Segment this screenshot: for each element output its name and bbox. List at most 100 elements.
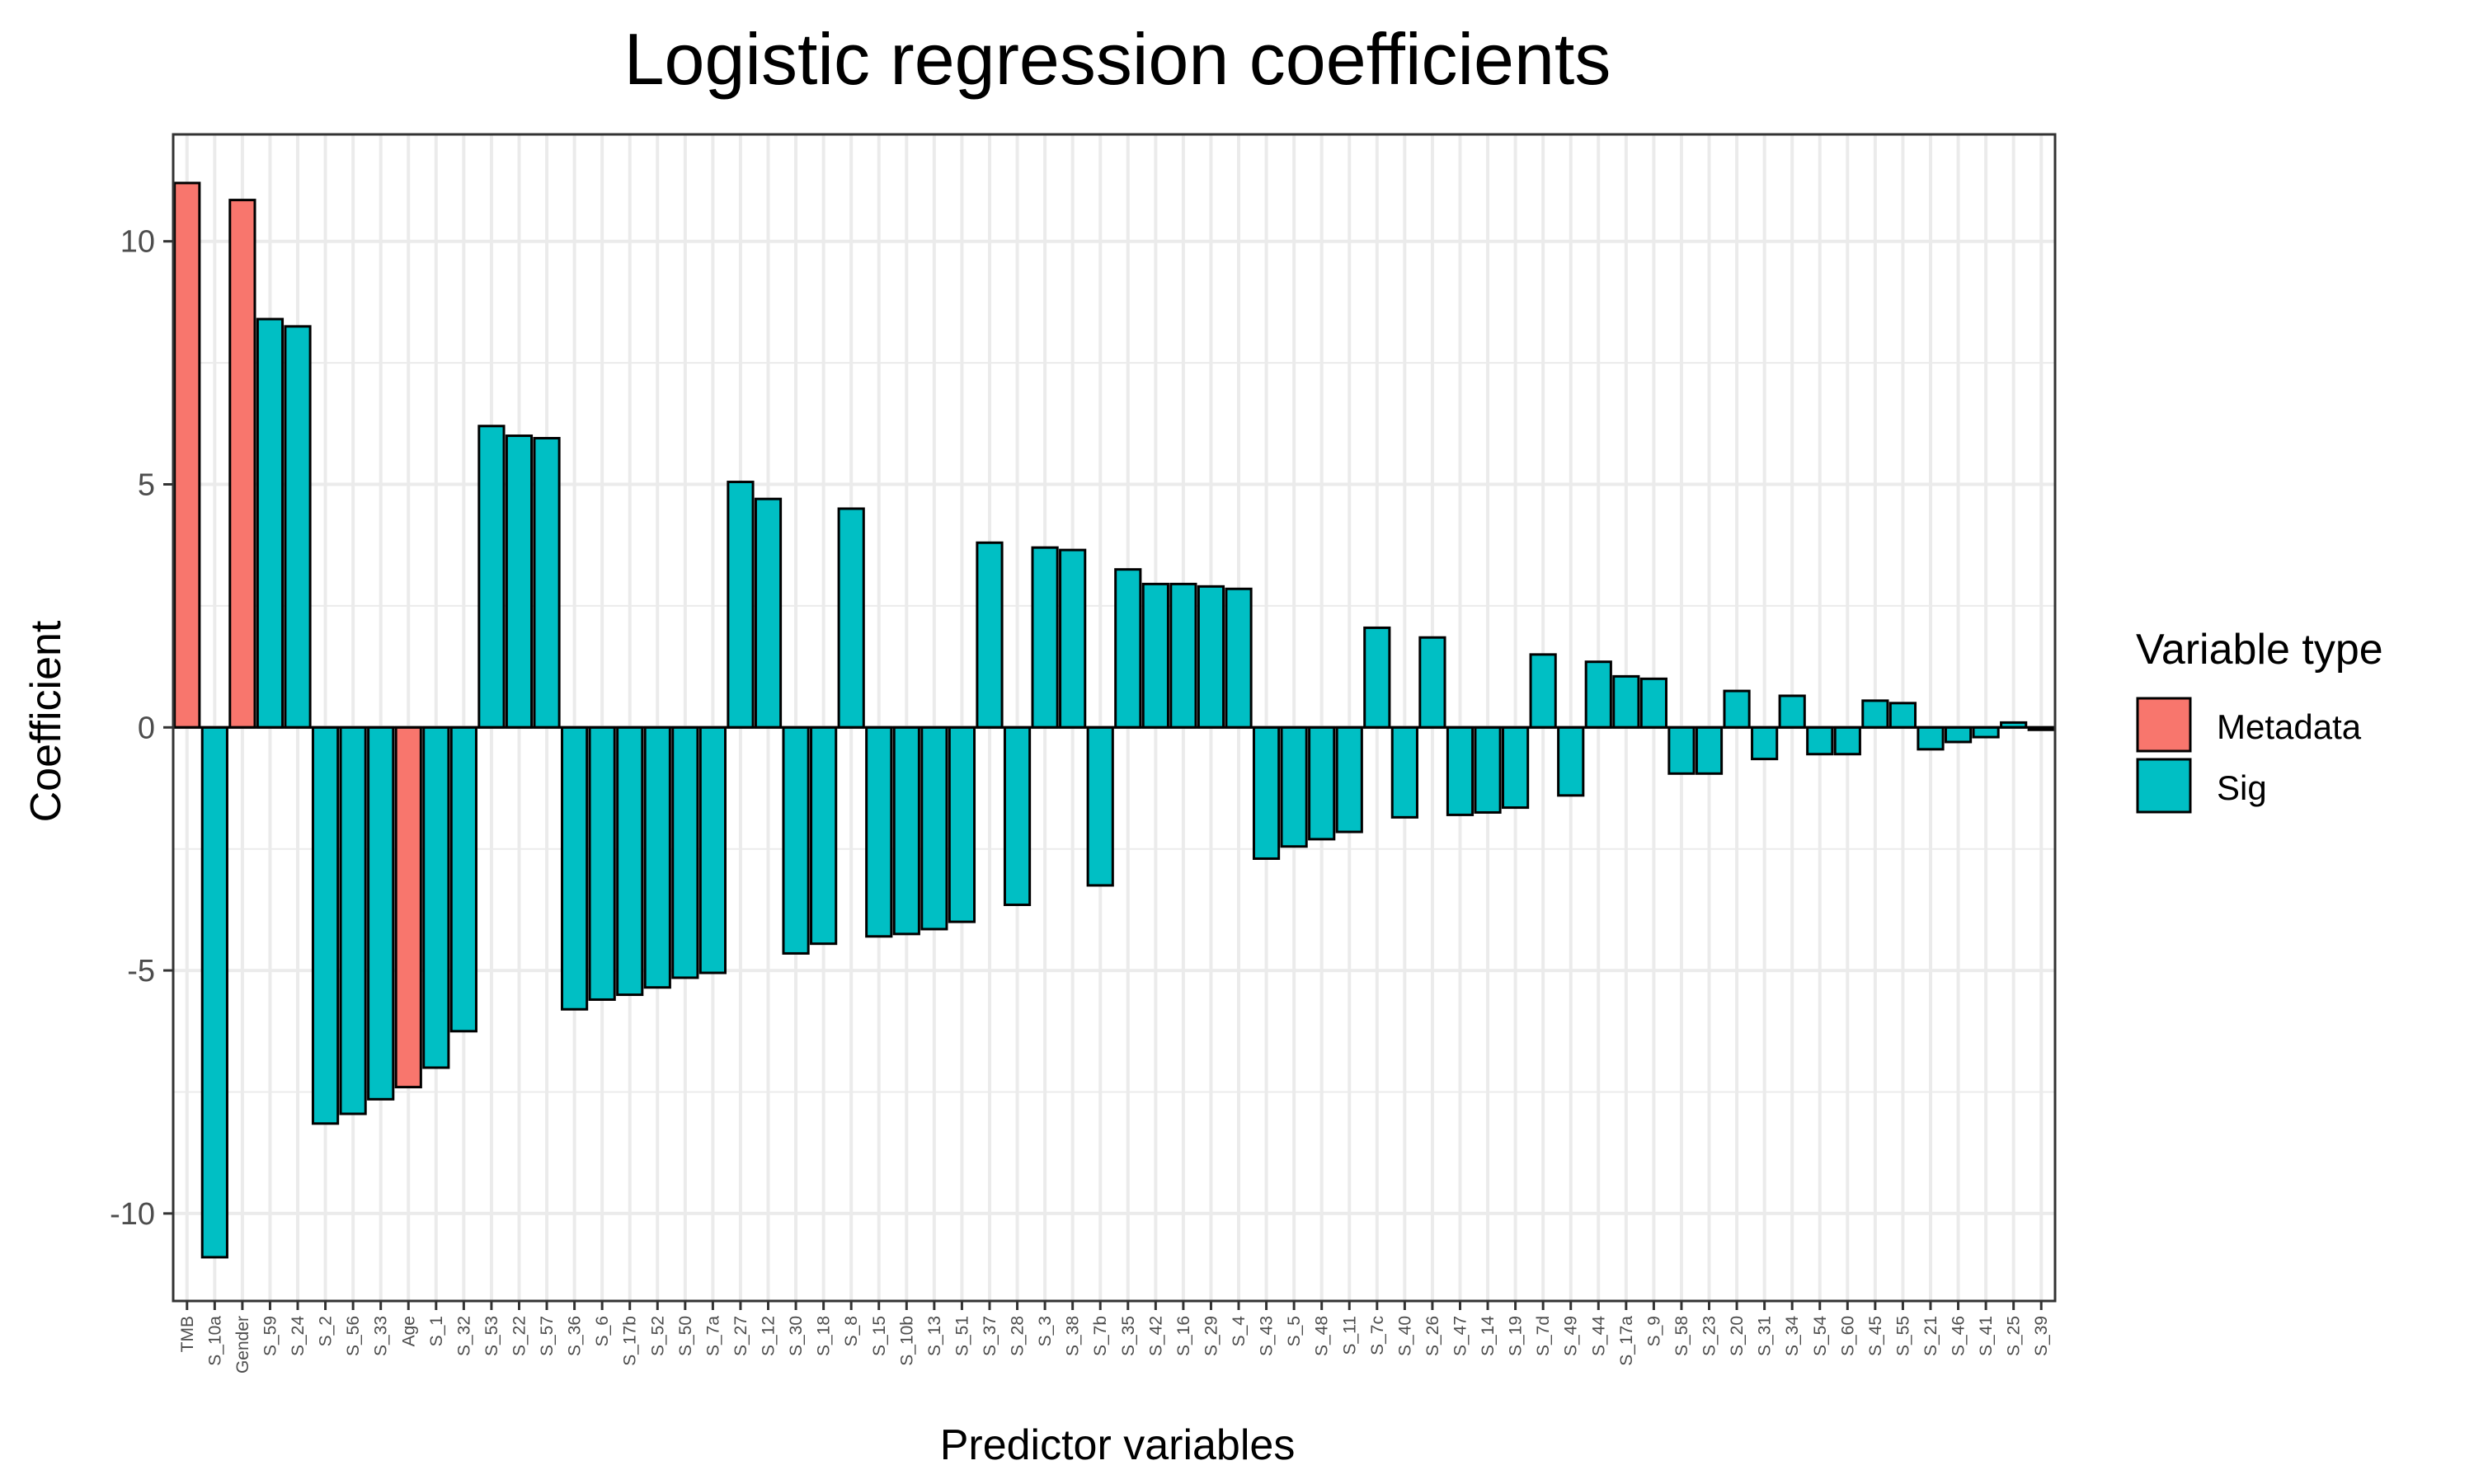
x-tick-label: S_4 <box>1230 1316 1249 1347</box>
x-tick-label: S_26 <box>1423 1316 1442 1356</box>
grid <box>173 134 2055 1301</box>
x-tick-label: S_17b <box>621 1316 640 1366</box>
bar-S_10b <box>892 726 920 936</box>
x-tick-label: S_5 <box>1285 1316 1304 1346</box>
bar-S_29 <box>1197 585 1225 729</box>
x-tick-label: S_15 <box>870 1316 889 1356</box>
bar-S_13 <box>920 726 948 931</box>
bar-S_48 <box>1308 726 1336 841</box>
x-tick-label: S_41 <box>1977 1316 1996 1356</box>
bar-S_31 <box>1751 726 1779 761</box>
x-tick-label: S_46 <box>1950 1316 1968 1356</box>
bar-S_58 <box>1667 726 1696 775</box>
bar-S_14 <box>1474 726 1502 814</box>
plot-border <box>172 133 2057 1303</box>
x-tick-label: S_24 <box>289 1316 308 1356</box>
x-tick-label: S_50 <box>676 1316 695 1356</box>
bar-S_21 <box>1917 726 1945 751</box>
x-tick-label: S_32 <box>454 1316 473 1356</box>
bars <box>173 181 2055 1259</box>
x-tick-label: S_10a <box>205 1316 224 1366</box>
x-tick-label: S_31 <box>1756 1316 1775 1356</box>
bar-S_24 <box>284 325 312 729</box>
bar-S_50 <box>671 726 699 979</box>
x-tick-label: S_34 <box>1783 1316 1802 1356</box>
bar-S_20 <box>1723 689 1751 729</box>
bar-S_56 <box>339 726 367 1115</box>
x-tick-label: S_39 <box>2032 1316 2051 1356</box>
bar-S_46 <box>1944 726 1973 744</box>
x-tick-label: S_7a <box>703 1316 722 1356</box>
x-tick-label: S_54 <box>1811 1316 1830 1356</box>
y-axis: -10 -5 0 5 10 <box>110 225 173 1232</box>
x-tick-label: S_52 <box>648 1316 667 1356</box>
bar-S_2 <box>311 726 340 1125</box>
x-tick-label: S_30 <box>787 1316 806 1356</box>
bar-S_53 <box>477 425 506 729</box>
bar-S_59 <box>256 317 285 729</box>
bar-S_19 <box>1502 726 1530 810</box>
bar-S_32 <box>449 726 477 1033</box>
x-tick-label: S_7d <box>1534 1316 1553 1356</box>
bar-S_11 <box>1335 726 1363 834</box>
bar-S_7b <box>1086 726 1114 887</box>
x-tick-label: S_16 <box>1174 1316 1193 1356</box>
legend-label-metadata: Metadata <box>2217 707 2362 746</box>
x-tick-label: S_18 <box>815 1316 834 1356</box>
bar-S_8 <box>837 507 865 729</box>
x-tick-label: S_58 <box>1672 1316 1691 1356</box>
x-tick-label: S_36 <box>566 1316 585 1356</box>
x-tick-label: S_49 <box>1562 1316 1581 1356</box>
bar-S_51 <box>948 726 976 923</box>
y-tick-label: 10 <box>120 225 155 260</box>
bar-S_5 <box>1280 726 1308 848</box>
bar-S_12 <box>754 497 783 729</box>
x-tick-label: S_59 <box>261 1316 280 1356</box>
y-tick-label: -5 <box>127 954 155 989</box>
bar-S_35 <box>1114 568 1142 729</box>
x-tick-label: S_28 <box>1009 1316 1028 1356</box>
bar-S_44 <box>1584 660 1612 729</box>
bar-S_3 <box>1031 546 1059 729</box>
bar-S_36 <box>561 726 589 1011</box>
bar-Gender <box>228 199 256 729</box>
bar-S_28 <box>1003 726 1032 906</box>
bar-S_6 <box>588 726 616 1001</box>
legend-swatch-sig <box>2136 758 2192 814</box>
y-tick-label: 5 <box>138 468 155 503</box>
bar-S_17b <box>616 726 644 997</box>
plot-background <box>173 134 2055 1301</box>
x-tick-label: TMB <box>178 1316 197 1352</box>
legend: Variable type Metadata Sig <box>2136 626 2383 814</box>
bar-S_9 <box>1639 677 1667 729</box>
x-tick-label: S_27 <box>731 1316 750 1356</box>
bar-S_42 <box>1141 582 1169 729</box>
x-tick-label: S_38 <box>1064 1316 1083 1356</box>
x-tick-label: S_6 <box>593 1316 612 1346</box>
x-tick-label: S_25 <box>2005 1316 2024 1356</box>
x-tick-label: S_23 <box>1700 1316 1719 1356</box>
bar-S_7d <box>1529 653 1557 729</box>
x-tick-label: S_51 <box>952 1316 971 1356</box>
legend-title: Variable type <box>2136 626 2383 674</box>
bar-S_38 <box>1059 548 1087 729</box>
x-tick-label: Age <box>399 1316 418 1346</box>
bar-S_49 <box>1557 726 1585 797</box>
x-tick-label: S_53 <box>482 1316 501 1356</box>
bar-S_45 <box>1861 699 1889 729</box>
x-tick-label: S_57 <box>538 1316 557 1356</box>
bar-S_7a <box>698 726 727 974</box>
x-tick-label: S_43 <box>1258 1316 1277 1356</box>
bar-S_37 <box>976 541 1004 729</box>
bar-S_7c <box>1363 626 1391 729</box>
x-tick-label: S_60 <box>1838 1316 1857 1356</box>
x-tick-label: S_7c <box>1368 1316 1387 1355</box>
bar-S_47 <box>1446 726 1475 816</box>
x-tick-label: S_14 <box>1479 1316 1498 1356</box>
x-tick-label: S_3 <box>1036 1316 1055 1346</box>
bar-S_40 <box>1390 726 1418 819</box>
bar-S_22 <box>505 434 534 729</box>
x-tick-label: S_40 <box>1395 1316 1414 1356</box>
bar-S_17a <box>1612 674 1640 729</box>
